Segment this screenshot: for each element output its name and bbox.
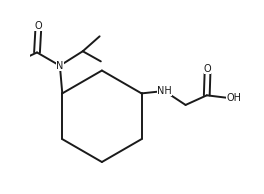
Text: O: O — [34, 21, 42, 31]
Text: OH: OH — [226, 93, 241, 103]
Text: NH: NH — [157, 86, 172, 96]
Text: O: O — [204, 64, 211, 74]
Text: N: N — [56, 61, 64, 71]
